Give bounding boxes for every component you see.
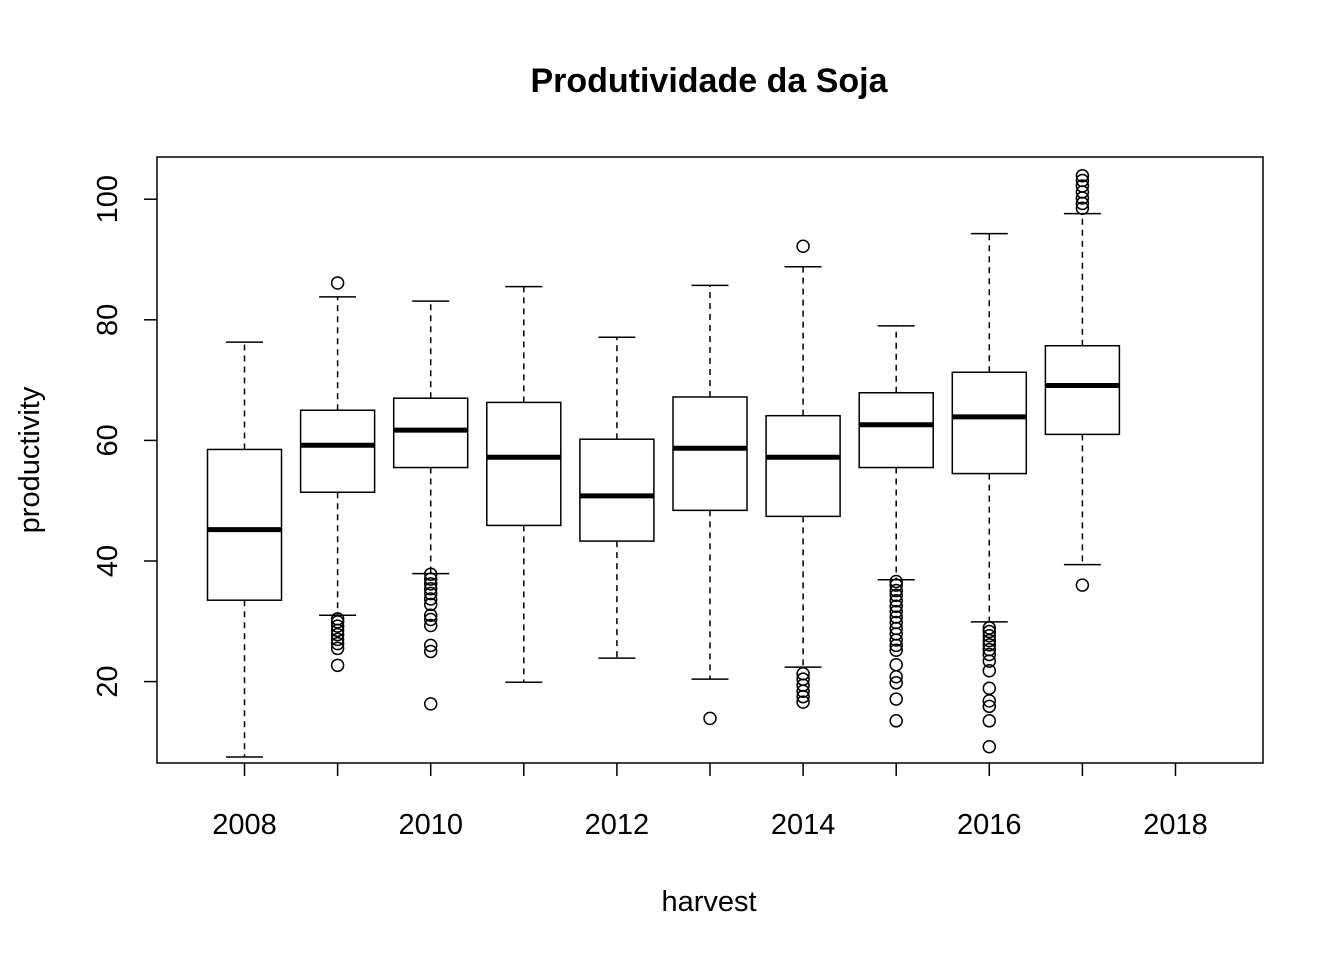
outlier-point [423,586,438,601]
outlier-point [423,592,438,606]
outlier-point [889,643,903,657]
outlier-point [982,699,997,714]
y-axis-label: productivity [14,386,46,533]
iqr-box [858,392,934,469]
outlier-point [889,574,903,589]
outlier-point [982,663,997,678]
outlier-point [1075,179,1090,193]
box-2011 [486,285,562,683]
outlier-point [330,612,345,626]
outlier-point [982,739,997,754]
outlier-point [1075,578,1090,592]
iqr-box [951,371,1028,475]
x-tick-label: 2008 [212,809,277,841]
outlier-point [330,276,345,290]
outlier-point [889,599,903,613]
outlier-point [330,636,345,651]
x-tick-label: 2010 [398,809,463,841]
outlier-point [889,657,903,672]
outlier-point [423,577,438,591]
box-series [206,168,1121,758]
x-axis: 2008 2010 2012 2014 2016 2018 [212,763,1208,841]
outlier-point [889,692,903,706]
outlier-point [423,697,438,711]
outlier-point [982,647,997,662]
outlier-point [982,624,997,639]
x-tick-label: 2018 [1143,809,1208,841]
y-tick-label: 60 [92,424,124,456]
outlier-point [1075,168,1090,183]
outlier-point [330,619,345,633]
iqr-box [579,438,655,542]
y-axis: 20 40 60 80 100 [92,175,157,698]
outlier-point [982,621,997,635]
box-2012 [579,336,655,659]
x-tick-label: 2016 [957,809,1022,841]
iqr-box [392,397,469,469]
outlier-point [423,581,438,596]
outlier-point [889,676,903,690]
outlier-point [423,644,438,659]
box-2008 [206,341,283,758]
iqr-box [765,414,841,518]
outlier-point [982,629,997,643]
outlier-point [889,714,903,728]
outlier-point [982,681,997,695]
outlier-point [796,672,810,686]
x-tick-label: 2012 [585,809,650,841]
iqr-box [299,409,376,494]
box-2009 [299,276,376,673]
outlier-point [796,695,810,709]
outlier-point [982,642,997,657]
y-tick-label: 80 [92,304,124,336]
box-2014 [765,239,841,709]
outlier-point [423,638,438,653]
outlier-point [423,567,438,582]
x-axis-label: harvest [661,886,756,918]
outlier-point [889,610,903,624]
y-tick-label: 20 [92,665,124,697]
outlier-point [330,641,345,656]
outlier-point [330,632,345,647]
outlier-point [982,714,997,728]
box-2015 [858,325,934,728]
outlier-point [1075,173,1090,188]
y-tick-label: 100 [92,175,124,223]
outlier-point [796,667,810,681]
outlier-point [330,658,345,673]
outlier-point [889,594,903,608]
outlier-point [1075,201,1090,216]
y-tick-label: 40 [92,545,124,577]
iqr-box [672,396,748,512]
outlier-point [889,604,903,619]
iqr-box [486,401,562,527]
outlier-point [423,597,438,612]
outlier-point [889,588,903,603]
iqr-box [1044,344,1121,436]
outlier-point [423,612,438,627]
box-2010 [392,300,469,711]
box-2016 [951,232,1028,754]
chart-title: Produtividade da Soja [530,62,888,100]
outlier-point [423,572,438,586]
box-2017 [1044,168,1121,592]
outlier-point [423,618,438,633]
outlier-point [982,638,997,652]
outlier-point [796,239,810,253]
outlier-point [889,583,903,598]
outlier-point [703,711,717,726]
outlier-point [423,608,438,623]
outlier-point [889,578,903,592]
x-tick-label: 2014 [771,809,836,841]
box-2013 [672,284,748,726]
iqr-box [206,448,283,601]
outlier-point [889,615,903,630]
